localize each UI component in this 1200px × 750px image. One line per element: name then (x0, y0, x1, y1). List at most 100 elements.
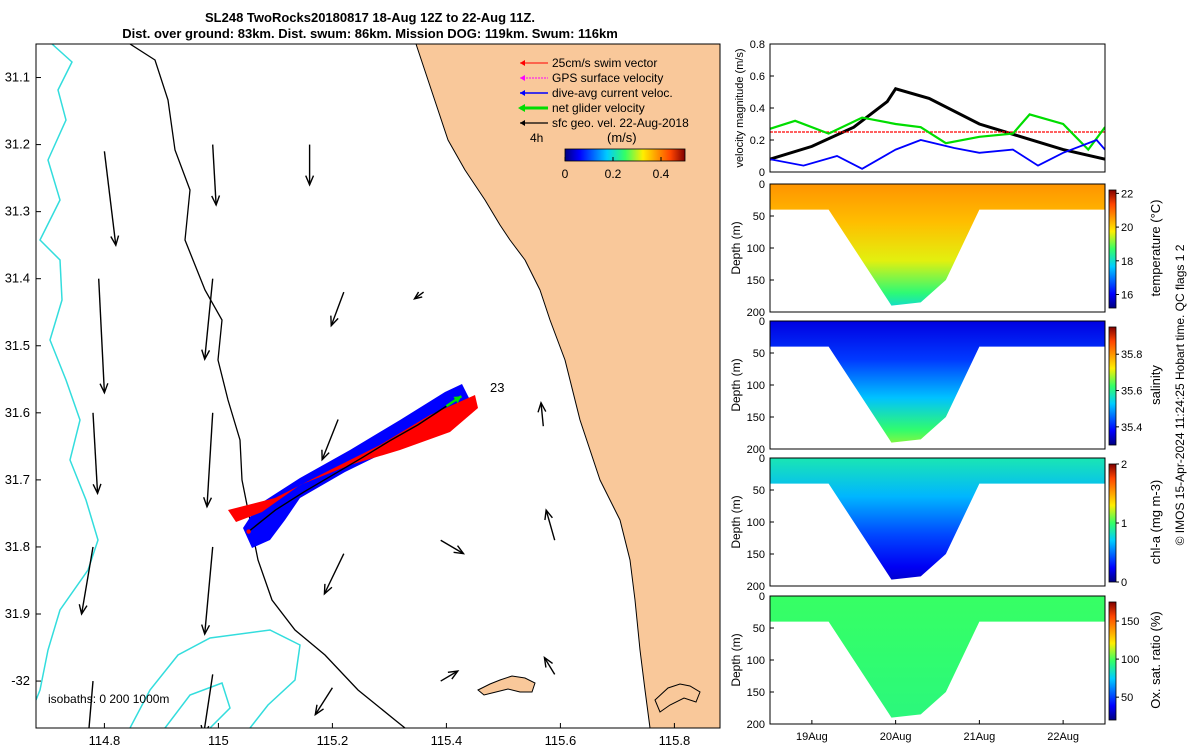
map-x-tick-label: 115.8 (659, 733, 691, 748)
map-x-tick-label: 115.2 (317, 733, 349, 748)
legend-net-glider-arrow-icon (518, 104, 525, 112)
geo-velocity-vector (545, 509, 556, 541)
dive-avg-current-swath (243, 384, 470, 548)
section-y-tick-label: 150 (747, 275, 765, 287)
geo-velocity-vector (80, 546, 94, 615)
colorbar-label: Ox. sat. ratio (%) (1148, 611, 1163, 709)
geo-velocity-vector (543, 657, 556, 675)
land-mass (415, 44, 720, 728)
map-colorbar (564, 148, 686, 162)
chla-section: 0 50 100 150 200 Depth (m) 2 1 0 chl-a (mg m-3) (729, 453, 1163, 593)
velocity-plot-area (770, 44, 1105, 172)
velocity-y-tick-label: 0.8 (750, 39, 765, 51)
geo-velocity-vector (314, 687, 333, 715)
map-y-tick-label: 31.9 (5, 606, 30, 621)
salinity-section: 0 50 100 150 200 Depth (m) 35.8 35.6 35.4 salinit… (729, 316, 1163, 456)
map-colorbar-ticks: 0 0.2 0.4 (562, 157, 670, 181)
section-y-tick-label: 50 (753, 348, 765, 360)
geo-velocity-vector (92, 412, 99, 494)
oxygen-section: 0 50 100 150 200 Depth (m) 150 100 50 Ox. sat. ra… (729, 591, 1163, 743)
geo-velocity-arrowhead (537, 400, 547, 413)
section-y-tick-label: 200 (747, 719, 765, 731)
velocity-panel: 0 0.2 0.4 0.6 0.8 velocity magnitude (m/s) (734, 39, 1106, 179)
geo-velocity-arrowhead (453, 545, 466, 555)
map-x-tick-label: 115 (208, 733, 229, 748)
section-data-fill (770, 458, 1105, 580)
velocity-y-tick-label: 0.4 (750, 103, 765, 115)
geo-velocity-arrowhead (447, 670, 460, 680)
geo-velocity-vector (88, 680, 94, 728)
geo-velocity-vector (440, 539, 464, 555)
map-x-tick-label: 115.6 (545, 733, 577, 748)
section-y-tick-label: 0 (759, 591, 765, 603)
section-y-tick-label: 0 (759, 316, 765, 328)
isobath-note: isobaths: 0 200 1000m (48, 692, 169, 706)
geo-velocity-arrowhead (99, 383, 109, 395)
map-x-tick-label: 114.8 (89, 733, 121, 748)
title-line-2: Dist. over ground: 83km. Dist. swum: 86k… (122, 26, 618, 41)
geo-velocity-vector (204, 546, 214, 635)
colorbar-tick-label: 100 (1121, 654, 1139, 666)
section-data-fill (770, 321, 1105, 443)
geo-velocity-vector (330, 291, 345, 326)
section-y-tick-label: 50 (753, 211, 765, 223)
section-y-tick-label: 100 (747, 655, 765, 667)
geo-velocity-arrowhead (413, 291, 423, 300)
glider-track-map: 114.8 115 115.2 115.4 115.6 115.8 31.131.231.… (5, 43, 721, 748)
geo-velocity-vector (206, 412, 214, 507)
geo-velocity-arrowhead (110, 235, 120, 247)
map-x-axis: 114.8 115 115.2 115.4 115.6 115.8 (89, 723, 691, 748)
geo-velocity-vector (540, 402, 544, 427)
legend-dive-avg-arrow-icon (520, 90, 525, 96)
temperature-section: 0 50 100 150 200 Depth (m) 22 20 18 16 temperature… (729, 179, 1163, 319)
section-ylabel: Depth (m) (729, 358, 743, 411)
colorbar-tick-label: 22 (1121, 188, 1133, 200)
series-dive-avg (770, 138, 1105, 170)
map-colorbar-tick-label: 0.4 (653, 167, 670, 181)
map-colorbar-tick-label: 0 (562, 167, 569, 181)
geo-velocity-vector (440, 670, 459, 682)
geo-velocity-vector (103, 151, 117, 246)
series-net-glider (770, 113, 1105, 152)
colorbar-tick-label: 50 (1121, 692, 1133, 704)
geo-velocity-arrowhead (544, 508, 553, 521)
section-colorbar (1108, 601, 1117, 721)
section-y-tick-label: 100 (747, 517, 765, 529)
velocity-ylabel: velocity magnitude (m/s) (734, 48, 746, 167)
colorbar-tick-label: 18 (1121, 256, 1133, 268)
map-y-tick-label: 31.7 (5, 472, 30, 487)
colorbar-label: temperature (°C) (1148, 200, 1163, 297)
colorbar-tick-label: 2 (1121, 459, 1127, 471)
map-frame (35, 43, 721, 729)
colorbar-tick-label: 35.8 (1121, 349, 1142, 361)
glider-track-line (248, 405, 447, 533)
colorbar-tick-label: 35.4 (1121, 422, 1142, 434)
section-y-tick-label: 0 (759, 453, 765, 465)
section-y-tick-label: 50 (753, 623, 765, 635)
geo-velocity-vector (323, 553, 345, 595)
velocity-y-axis: 0 0.2 0.4 0.6 0.8 (750, 39, 774, 179)
map-y-tick-label: 31.4 (5, 271, 30, 286)
map-y-tick-label: 31.2 (5, 137, 30, 152)
section-data-fill (770, 596, 1105, 718)
colorbar-tick-label: 1 (1121, 518, 1127, 530)
section-colorbar (1108, 463, 1117, 583)
colorbar-tick-label: 35.6 (1121, 386, 1142, 398)
section-y-tick-label: 150 (747, 412, 765, 424)
geo-velocity-vector (98, 278, 106, 393)
colorbar-tick-label: 20 (1121, 222, 1133, 234)
legend-gps: GPS surface velocity (552, 71, 663, 85)
title-line-1: SL248 TwoRocks20180817 18-Aug 12Z to 22-… (205, 10, 535, 25)
geo-velocity-arrowhead (305, 175, 315, 187)
section-data-fill (770, 184, 1105, 306)
geo-velocity-vector (414, 291, 425, 300)
map-legend: 25cm/s swim vector GPS surface velocity … (518, 56, 689, 181)
geo-velocity-vectors (78, 144, 556, 728)
section-y-tick-label: 200 (747, 307, 765, 319)
geo-velocity-arrowhead (330, 315, 339, 328)
section-y-tick-label: 150 (747, 687, 765, 699)
legend-geo: sfc geo. vel. 22-Aug-2018 (552, 116, 689, 130)
section-x-tick-label: 20Aug (880, 731, 912, 743)
colorbar-tick-label: 16 (1121, 290, 1133, 302)
